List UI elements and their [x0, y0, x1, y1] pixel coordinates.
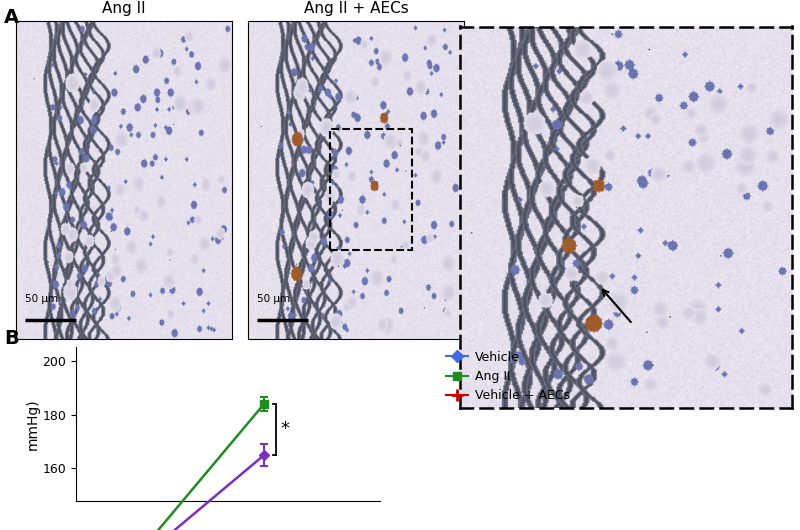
Text: B: B: [4, 329, 18, 348]
Title: Ang II + AECs: Ang II + AECs: [304, 1, 408, 16]
Title: Ang II: Ang II: [102, 1, 146, 16]
Text: 50 μm: 50 μm: [25, 294, 58, 304]
Text: A: A: [4, 8, 19, 27]
Y-axis label: mmHg): mmHg): [26, 398, 40, 450]
Bar: [330, 129, 412, 250]
Text: *: *: [280, 420, 289, 438]
Legend: Vehicle, Ang II, Vehicle + AECs: Vehicle, Ang II, Vehicle + AECs: [441, 346, 575, 407]
Text: 50 μm: 50 μm: [257, 294, 290, 304]
